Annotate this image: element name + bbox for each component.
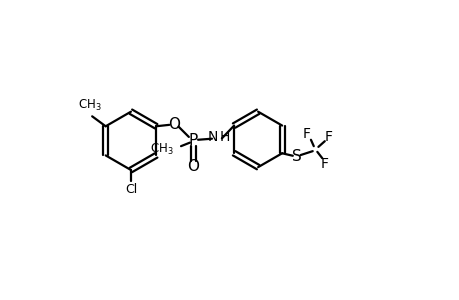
Text: N: N [207, 130, 218, 144]
Text: CH$_3$: CH$_3$ [78, 98, 101, 113]
Text: O: O [187, 159, 199, 174]
Text: P: P [189, 133, 198, 148]
Text: O: O [168, 117, 179, 132]
Text: F: F [325, 130, 332, 144]
Text: S: S [291, 149, 301, 164]
Text: CH$_3$: CH$_3$ [150, 142, 174, 157]
Text: H: H [219, 130, 230, 144]
Text: F: F [320, 157, 328, 171]
Text: Cl: Cl [124, 184, 137, 196]
Text: F: F [302, 128, 310, 141]
